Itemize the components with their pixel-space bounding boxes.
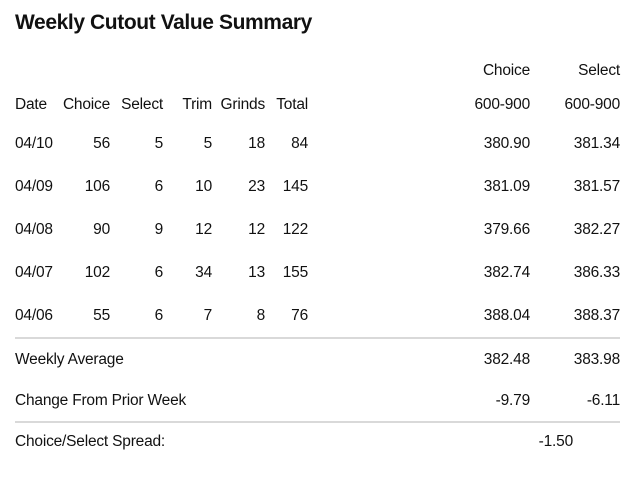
column-header-choice-600-900: 600-900 (474, 96, 531, 113)
cell-select: 6 (154, 263, 164, 281)
table-row: 04/08 90 9 12 12 122 379.66 382.27 (15, 208, 620, 251)
table-row: 04/10 56 5 5 18 84 380.90 381.34 (15, 122, 620, 165)
cell-date: 04/10 (15, 134, 53, 152)
cell-select-600-900: 381.34 (573, 134, 620, 152)
column-header-grinds: Grinds (220, 96, 266, 113)
column-header-choice: Choice (62, 96, 110, 113)
cell-choice-600-900: 379.66 (483, 220, 530, 238)
cell-total: 122 (282, 220, 308, 238)
table-header-row: Date Choice Select Trim Grinds Total 600… (15, 88, 620, 122)
cell-total: 155 (282, 263, 308, 281)
cell-total: 76 (291, 306, 308, 324)
cell-date: 04/07 (15, 263, 53, 281)
cell-select-600-900: 382.27 (573, 220, 620, 238)
cell-date: 04/08 (15, 220, 53, 238)
cell-select-600-900: 388.37 (573, 306, 620, 324)
cell-trim: 34 (195, 263, 212, 281)
cutout-value-table: Choice Select Date Choice Select Trim Gr… (15, 54, 620, 461)
change-select-600-900: -6.11 (586, 391, 620, 409)
choice-select-spread-value: -1.50 (538, 433, 574, 450)
cell-grinds: 18 (248, 134, 265, 152)
column-header-trim: Trim (182, 96, 212, 113)
cell-choice: 56 (93, 134, 110, 152)
cell-choice: 55 (93, 306, 110, 324)
choice-select-spread-row: Choice/Select Spread: -1.50 (15, 421, 620, 461)
table-row: 04/06 55 6 7 8 76 388.04 388.37 (15, 294, 620, 337)
weekly-average-select-600-900: 383.98 (573, 350, 620, 368)
cell-select: 6 (154, 306, 164, 324)
change-from-prior-week-row: Change From Prior Week -9.79 -6.11 (15, 380, 620, 421)
column-header-total: Total (276, 96, 308, 113)
table-header-group-row: Choice Select (15, 54, 620, 88)
cell-trim: 7 (203, 306, 213, 324)
cell-choice: 106 (84, 177, 110, 195)
page-title: Weekly Cutout Value Summary (15, 11, 312, 34)
column-header-select-600-900: 600-900 (564, 96, 621, 113)
cell-select-600-900: 386.33 (573, 263, 620, 281)
column-header-date: Date (15, 96, 47, 113)
header-choice-group: Choice (482, 62, 530, 79)
weekly-average-row: Weekly Average 382.48 383.98 (15, 337, 620, 380)
change-choice-600-900: -9.79 (495, 391, 531, 409)
cell-select: 6 (154, 177, 164, 195)
cell-select: 9 (154, 220, 164, 238)
weekly-average-label: Weekly Average (15, 350, 124, 368)
cell-choice-600-900: 388.04 (483, 306, 530, 324)
column-header-select: Select (121, 96, 163, 113)
cell-choice-600-900: 382.74 (483, 263, 530, 281)
cell-choice-600-900: 380.90 (483, 134, 530, 152)
header-select-group: Select (578, 62, 620, 79)
cell-grinds: 12 (248, 220, 265, 238)
cell-choice-600-900: 381.09 (483, 177, 530, 195)
cell-date: 04/06 (15, 306, 53, 324)
cell-trim: 12 (195, 220, 212, 238)
change-from-prior-week-label: Change From Prior Week (15, 391, 187, 409)
table-row: 04/07 102 6 34 13 155 382.74 386.33 (15, 251, 620, 294)
cell-select-600-900: 381.57 (573, 177, 620, 195)
cell-grinds: 13 (248, 263, 265, 281)
cell-grinds: 23 (248, 177, 265, 195)
cell-choice: 102 (84, 263, 110, 281)
cell-trim: 10 (195, 177, 212, 195)
cell-choice: 90 (93, 220, 110, 238)
table-row: 04/09 106 6 10 23 145 381.09 381.57 (15, 165, 620, 208)
cell-trim: 5 (203, 134, 213, 152)
cell-total: 84 (291, 134, 308, 152)
cell-date: 04/09 (15, 177, 53, 195)
choice-select-spread-label: Choice/Select Spread: (15, 433, 166, 450)
weekly-average-choice-600-900: 382.48 (483, 350, 530, 368)
cell-total: 145 (282, 177, 308, 195)
cell-select: 5 (154, 134, 164, 152)
cell-grinds: 8 (256, 306, 266, 324)
